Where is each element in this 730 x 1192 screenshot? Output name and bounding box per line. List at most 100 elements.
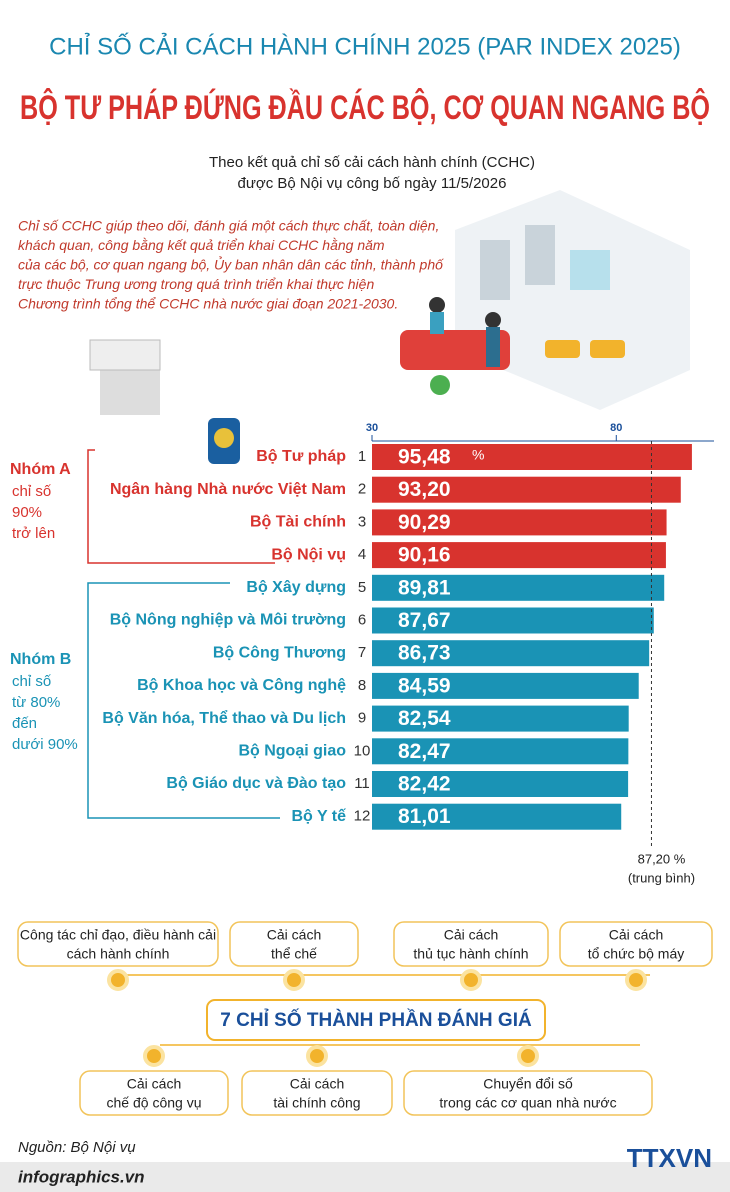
bar	[372, 476, 681, 503]
category-label: Bộ Khoa học và Công nghệ	[137, 677, 346, 694]
component-text: tổ chức bộ máy	[588, 946, 685, 962]
value-label: 87,67	[398, 609, 451, 632]
category-label: Bộ Xây dựng	[246, 579, 346, 596]
emblem	[214, 428, 234, 448]
component-text: Cải cách	[290, 1076, 344, 1092]
component-box	[17, 921, 219, 967]
rank-label: 5	[358, 579, 366, 596]
bar	[372, 705, 629, 732]
icon	[625, 969, 647, 991]
value-label: 81,01	[398, 805, 451, 828]
intro-text: khách quan, công bằng kết quả triển khai…	[18, 237, 385, 253]
component-text: Cải cách	[609, 927, 663, 943]
value-label: 93,20	[398, 478, 451, 501]
component-box	[559, 921, 713, 967]
bar	[372, 640, 650, 667]
value-unit: %	[472, 447, 484, 463]
icon	[517, 1045, 539, 1067]
rank-label: 6	[358, 611, 366, 628]
value-label: 95,48	[398, 446, 451, 469]
value-label: 86,73	[398, 642, 451, 665]
component-text: chế độ công vụ	[107, 1095, 202, 1111]
rank-label: 2	[358, 481, 366, 498]
component-box	[79, 1070, 229, 1116]
rank-label: 7	[358, 644, 366, 661]
x-tick-label: 80	[610, 422, 622, 434]
component-text: Cải cách	[444, 927, 498, 943]
component-text: Công tác chỉ đạo, điều hành cải	[20, 927, 216, 943]
bar	[372, 771, 629, 797]
group-description: từ 80%	[12, 694, 60, 711]
component-text: Chuyển đổi số	[483, 1076, 573, 1092]
rank-label: 9	[358, 710, 366, 727]
rank-label: 11	[354, 775, 370, 792]
average-note: (trung bình)	[628, 870, 695, 885]
category-label: Bộ Giáo dục và Đào tạo	[166, 775, 346, 792]
rank-label: 3	[358, 513, 366, 530]
rank-label: 10	[354, 742, 371, 759]
group-description: chỉ số	[12, 483, 52, 500]
value-label: 82,47	[398, 740, 451, 763]
rank-label: 4	[358, 546, 366, 563]
component-text: thể chế	[271, 946, 317, 962]
rank-label: 12	[354, 808, 371, 825]
component-text: tài chính công	[273, 1095, 360, 1111]
website: infographics.vn	[18, 1167, 145, 1186]
component-box	[393, 921, 549, 967]
subtitle: được Bộ Nội vụ công bố ngày 11/5/2026	[238, 175, 507, 192]
category-label: Ngân hàng Nhà nước Việt Nam	[110, 481, 346, 498]
component-text: thủ tục hành chính	[413, 946, 528, 962]
icon	[143, 1045, 165, 1067]
group-bracket	[87, 582, 280, 819]
category-label: Bộ Nội vụ	[271, 546, 346, 563]
component-box	[403, 1070, 653, 1116]
group-description: đến	[12, 715, 37, 732]
component-box	[241, 1070, 393, 1116]
average-label: 87,20 %	[638, 851, 686, 866]
bar	[372, 738, 629, 765]
group-description: trở lên	[12, 525, 55, 542]
component-text: Cải cách	[127, 1076, 181, 1092]
value-label: 82,42	[398, 773, 451, 796]
intro-text: Chỉ số CCHC giúp theo dõi, đánh giá một …	[18, 218, 439, 234]
category-label: Bộ Tư pháp	[256, 448, 346, 465]
bar	[372, 444, 692, 470]
bar	[372, 542, 666, 569]
icon	[107, 969, 129, 991]
value-label: 89,81	[398, 576, 451, 599]
component-text: trong các cơ quan nhà nước	[439, 1095, 616, 1111]
value-label: 82,54	[398, 707, 451, 730]
component-text: cách hành chính	[67, 946, 170, 962]
value-label: 90,16	[398, 544, 451, 567]
bar	[372, 672, 639, 699]
component-box	[229, 921, 359, 967]
intro-text: trực thuộc Trung ương trong quá trình tr…	[18, 276, 374, 292]
icon	[306, 1045, 328, 1067]
logo: TTXVN	[627, 1143, 712, 1173]
component-title-box	[206, 999, 546, 1041]
category-label: Bộ Công Thương	[213, 644, 346, 661]
bar	[372, 803, 622, 830]
component-text: Cải cách	[267, 927, 321, 943]
bar	[372, 509, 667, 536]
bar	[372, 607, 654, 634]
category-label: Bộ Văn hóa, Thể thao và Du lịch	[102, 709, 346, 727]
value-label: 90,29	[398, 511, 451, 534]
group-description: dưới 90%	[12, 736, 78, 753]
group-description: 90%	[12, 504, 42, 521]
icon	[460, 969, 482, 991]
rank-label: 8	[358, 677, 366, 694]
category-label: Bộ Y tế	[291, 808, 346, 825]
value-label: 84,59	[398, 674, 451, 697]
x-tick-label: 30	[366, 422, 378, 434]
subtitle: Theo kết quả chỉ số cải cách hành chính …	[209, 154, 535, 171]
headline: BỘ TƯ PHÁP ĐỨNG ĐẦU CÁC BỘ, CƠ QUAN NGAN…	[20, 88, 710, 127]
intro-text: Chương trình tổng thể CCHC nhà nước giai…	[18, 296, 398, 312]
category-label: Bộ Nông nghiệp và Môi trường	[110, 612, 346, 629]
group-name: Nhóm A	[10, 461, 71, 478]
rank-label: 1	[358, 448, 366, 465]
icon	[283, 969, 305, 991]
category-label: Bộ Ngoại giao	[238, 743, 346, 760]
group-description: chỉ số	[12, 673, 52, 690]
